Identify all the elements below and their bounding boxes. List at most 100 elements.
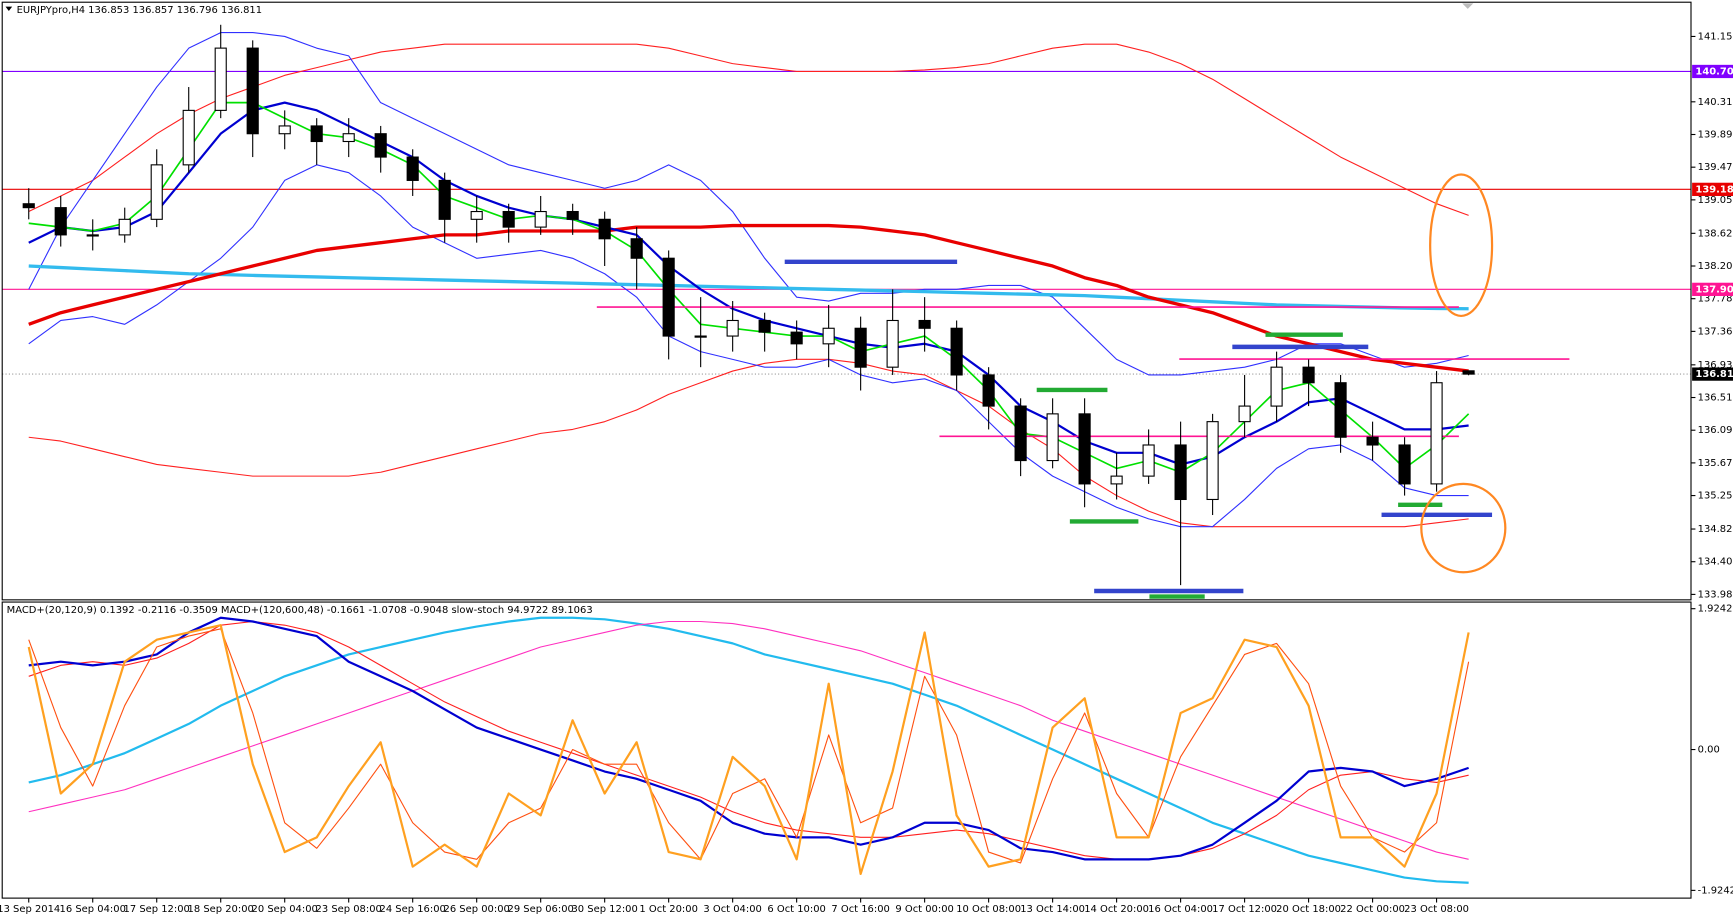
y-tick-label: 137.360 [1698, 326, 1733, 337]
candle-body [726, 319, 739, 337]
y-tick-label: 135.670 [1698, 458, 1733, 469]
y-tick-label: 134.400 [1698, 557, 1733, 568]
candle-body [758, 319, 771, 333]
y-tick-label: -1.9242 [1698, 885, 1733, 896]
oscillator-line [28, 620, 1469, 860]
candle-body [502, 210, 515, 228]
x-tick-label: 24 Sep 16:00 [380, 904, 446, 915]
x-tick-label: 20 Oct 18:00 [1276, 904, 1341, 915]
indicator-line [28, 101, 1470, 474]
candle-body [790, 331, 803, 345]
candle-body [1078, 413, 1091, 485]
indicator-line [28, 32, 1469, 376]
candle-body [1462, 370, 1475, 375]
candle-body [150, 164, 163, 220]
indicator-line [28, 264, 1469, 311]
candle-body [1206, 421, 1219, 501]
y-tick-label: 136.090 [1698, 425, 1733, 436]
x-tick-label: 23 Oct 08:00 [1404, 904, 1469, 915]
indicator-line [28, 164, 1469, 528]
candles-layer [22, 24, 1475, 586]
oscillator-line [27, 624, 1470, 876]
shift-marker [1462, 3, 1474, 9]
candle-body [374, 133, 387, 158]
candle-body [822, 327, 835, 345]
y-tick-label: 134.820 [1698, 524, 1733, 535]
x-tick-label: 29 Sep 06:00 [507, 904, 573, 915]
y-tick-label: 140.310 [1698, 97, 1733, 108]
oscillator-line [28, 616, 1469, 884]
candle-body [1238, 405, 1251, 423]
price-tag-label: 140.700 [1695, 66, 1733, 77]
y-tick-label: 139.470 [1698, 162, 1733, 173]
x-tick-label: 6 Oct 10:00 [767, 904, 825, 915]
price-tag [1692, 182, 1733, 196]
candle-body [534, 210, 547, 228]
indicator-layer [2, 32, 1692, 884]
indicator-line [28, 43, 1469, 216]
drawn-objects [596, 173, 1570, 599]
price-tag-label: 136.811 [1695, 369, 1733, 380]
x-tick-label: 17 Sep 12:00 [124, 904, 190, 915]
candle-body [246, 47, 259, 135]
candle-body [1302, 366, 1315, 384]
y-tick-label: 136.930 [1698, 360, 1733, 371]
candle-body [1334, 382, 1347, 438]
candle-body [438, 179, 451, 220]
candle-body [982, 374, 995, 407]
candle-body [630, 238, 643, 259]
candle-body [1174, 444, 1187, 501]
y-tick-label: 135.250 [1698, 491, 1733, 502]
candle-body [278, 125, 291, 135]
indicator-title: MACD+(20,120,9) 0.1392 -0.2116 -0.3509 M… [7, 605, 593, 616]
x-tick-label: 17 Oct 12:00 [1212, 904, 1277, 915]
y-tick-label: 139.890 [1698, 130, 1733, 141]
highlight-ellipse [1429, 173, 1494, 318]
axis-layer: EURJPYpro,H4 136.853 136.857 136.796 136… [0, 5, 1733, 915]
oscillator-line [28, 616, 1469, 861]
candle-body [1270, 366, 1283, 407]
chart-title: EURJPYpro,H4 136.853 136.857 136.796 136… [17, 5, 263, 16]
indicator-line [28, 101, 1469, 466]
indicator-line [28, 358, 1469, 528]
x-tick-label: 7 Oct 16:00 [831, 904, 889, 915]
candle-body [1142, 444, 1155, 477]
symbol-icon [5, 6, 13, 12]
candle-body [1110, 475, 1123, 485]
x-tick-label: 16 Sep 04:00 [60, 904, 126, 915]
candle-body [1398, 444, 1411, 485]
y-tick-label: 137.780 [1698, 294, 1733, 305]
main-panel-frame [1, 1, 1692, 601]
x-tick-label: 3 Oct 04:00 [703, 904, 761, 915]
y-tick-label: 133.980 [1698, 589, 1733, 600]
candle-body [214, 47, 227, 111]
y-tick-label: 136.510 [1698, 393, 1733, 404]
time-axis-area [0, 899, 1692, 918]
x-tick-label: 13 Sep 2014 [0, 904, 60, 915]
candle-body [182, 109, 195, 166]
candle-body [1430, 382, 1443, 485]
y-tick-label: 141.150 [1698, 31, 1733, 42]
candle-body [1366, 436, 1379, 446]
oscillator-line [28, 628, 1470, 864]
indicator-line [28, 223, 1469, 373]
candle-body [950, 327, 963, 376]
x-tick-label: 14 Oct 20:00 [1084, 904, 1149, 915]
x-tick-label: 9 Oct 00:00 [895, 904, 953, 915]
candle-body [54, 207, 67, 236]
oscillator-line [28, 620, 1469, 860]
candle-body [598, 218, 611, 240]
x-tick-label: 1 Oct 20:00 [639, 904, 697, 915]
candle-body [1046, 413, 1059, 462]
x-tick-label: 10 Oct 08:00 [956, 904, 1021, 915]
x-tick-label: 23 Sep 08:00 [316, 904, 382, 915]
y-tick-label: 138.200 [1698, 261, 1733, 272]
y-tick-label: 138.620 [1698, 228, 1733, 239]
highlight-ellipse [1420, 482, 1507, 574]
price-tag [1692, 282, 1733, 296]
x-tick-label: 13 Oct 14:00 [1020, 904, 1085, 915]
candle-body [86, 234, 99, 237]
